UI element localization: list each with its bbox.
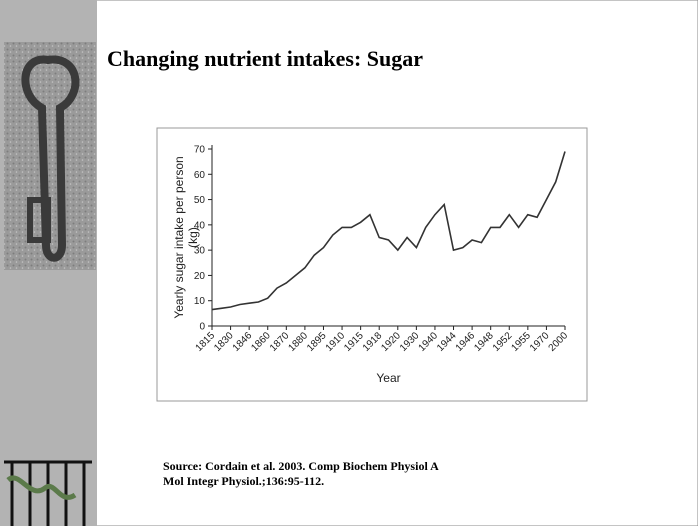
y-tick-label: 60 [194,170,206,181]
y-tick-label: 70 [194,145,206,156]
y-axis-label-line: (kg) [186,227,200,248]
fence-image [4,460,92,526]
y-tick-label: 0 [199,322,205,333]
x-axis-label: Year [376,371,400,385]
y-tick-label: 40 [194,220,206,231]
y-tick-label: 50 [194,195,206,206]
y-tick-label: 30 [194,246,206,257]
source-line: Mol Integr Physiol.;136:95-112. [163,474,324,488]
key-image [4,42,96,270]
y-axis-label-line: Yearly sugar intake per person [172,156,186,318]
chart-frame [156,127,588,402]
slide-title: Changing nutrient intakes: Sugar [107,46,423,71]
data-line [211,151,566,311]
source-line: Source: Cordain et al. 2003. Comp Bioche… [163,459,439,473]
y-tick-label: 10 [194,296,206,307]
y-axis-label: Yearly sugar intake per person(kg) [172,156,200,318]
y-tick-label: 20 [194,271,206,282]
